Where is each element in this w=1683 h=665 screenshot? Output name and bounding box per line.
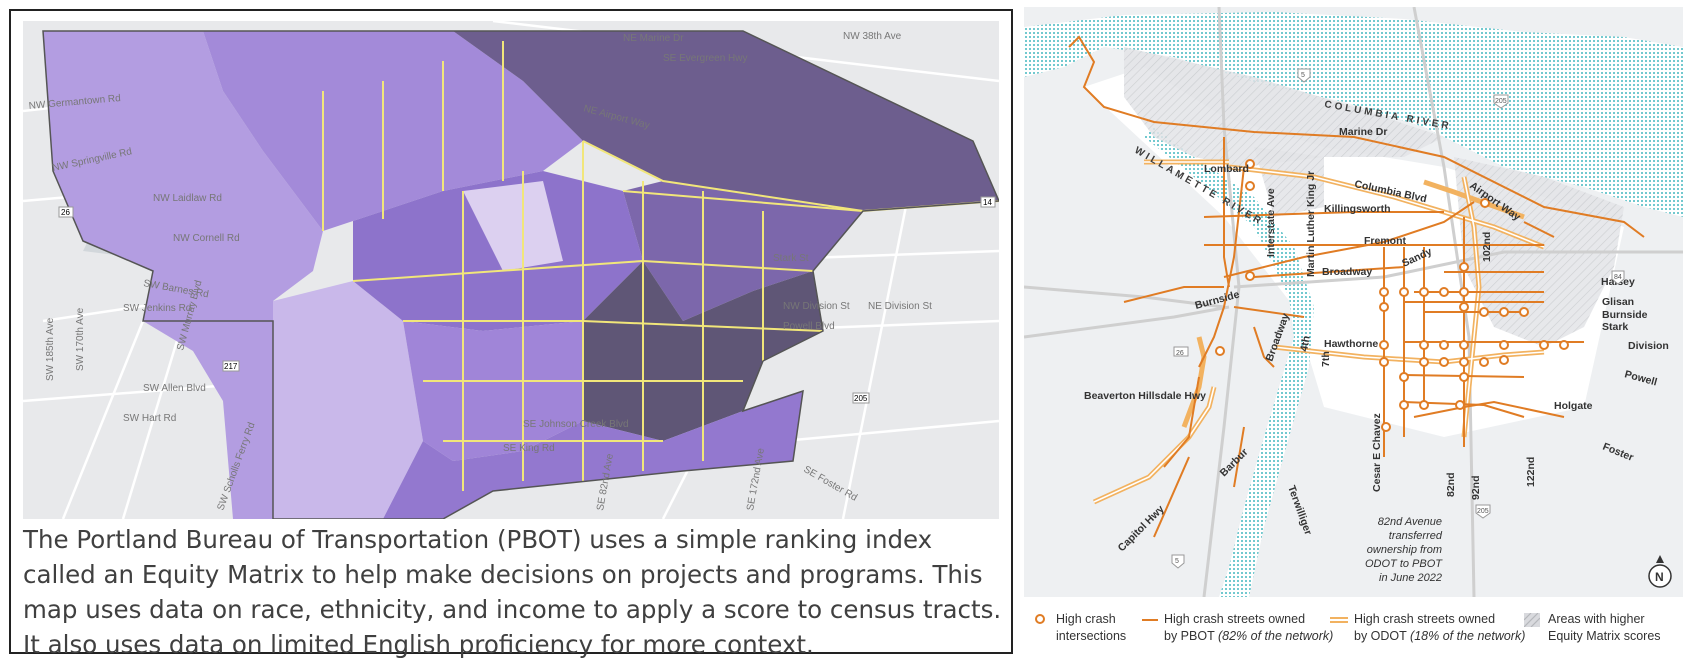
shield-26: 26 [61, 208, 70, 217]
crash-map-svg: COLUMBIA RIVER WILLAMETTE RIVER Marine D… [1024, 7, 1683, 597]
city-boundary [42, 30, 999, 519]
note-line-2: transferred [1389, 530, 1443, 542]
legend-pbot-line2-prefix: by PBOT [1164, 629, 1215, 643]
label-stark: Stark [1602, 321, 1628, 333]
note-line-5: in June 2022 [1379, 572, 1442, 584]
shield-us26: 26 [1176, 350, 1184, 357]
label-marine: NE Marine Dr [623, 33, 684, 44]
label-stark: Stark St [773, 253, 809, 264]
tract-north [203, 31, 583, 231]
label-sw-185th: SW 185th Ave [45, 317, 56, 381]
high-crash-network-panel: COLUMBIA RIVER WILLAMETTE RIVER Marine D… [1024, 7, 1683, 658]
label-7th: 7th [1320, 351, 1332, 367]
label-se-king: SE King Rd [503, 443, 555, 454]
label-sw-allen: SW Allen Blvd [143, 383, 206, 394]
label-fremont: Fremont [1364, 235, 1407, 247]
pbot-line-icon [1142, 619, 1158, 621]
legend-intersections-line1: High crash [1056, 612, 1116, 626]
shield-14: 14 [983, 198, 992, 207]
legend-odot-line2-italic: (18% of the network) [1410, 629, 1526, 643]
label-killingsworth: Killingsworth [1324, 203, 1391, 215]
shield-205: 205 [854, 394, 868, 403]
label-nw-division: NW Division St [783, 301, 850, 312]
map-caption: The Portland Bureau of Transportation (P… [23, 525, 1002, 659]
label-beaverton: Beaverton Hillsdale Hwy [1084, 390, 1206, 402]
shield-i5-south: 5 [1175, 558, 1179, 565]
columbia-river [1024, 7, 1683, 217]
north-shore [1024, 7, 1683, 47]
high-crash-intersections [1215, 159, 1569, 432]
label-burnside-east: Burnside [1602, 309, 1648, 321]
legend-odot-line1: High crash streets owned [1354, 612, 1496, 626]
label-sw-jenkins: SW Jenkins Rd [123, 303, 191, 314]
crash-highway-shields: 5 205 84 26 205 5 [1171, 68, 1625, 569]
label-se-evergreen: SE Evergreen Hwy [663, 53, 747, 64]
legend-equity-line2: Equity Matrix scores [1548, 629, 1661, 643]
label-division: Division [1628, 340, 1669, 352]
shield-i5-north: 5 [1301, 72, 1305, 79]
label-sw-hart: SW Hart Rd [123, 413, 176, 424]
equity-map-svg: NW Germantown Rd NW Springville Rd NW La… [23, 21, 999, 519]
shield-i84: 84 [1614, 274, 1622, 281]
label-interstate: Interstate Ave [1265, 188, 1277, 257]
transfer-note: 82nd Avenue transferred ownership from O… [1365, 516, 1443, 584]
hatch-swatch-icon [1524, 613, 1540, 627]
label-102nd: 102nd [1481, 232, 1493, 262]
label-broadway-ne: Broadway [1322, 266, 1372, 278]
legend-pbot-line2-italic: (82% of the network) [1217, 629, 1334, 643]
label-marine: Marine Dr [1339, 126, 1387, 138]
label-122nd: 122nd [1525, 457, 1537, 487]
legend-odot-line2-prefix: by ODOT [1354, 629, 1407, 643]
tract-west-hills [43, 31, 323, 519]
label-sw-170th: SW 170th Ave [75, 307, 86, 371]
equity-matrix-panel: NW Germantown Rd NW Springville Rd NW La… [9, 9, 1013, 659]
freeways [1024, 7, 1683, 597]
tract-columbia-corridor [453, 31, 999, 211]
high-crash-network-map[interactable]: COLUMBIA RIVER WILLAMETTE RIVER Marine D… [1024, 7, 1683, 597]
label-4th: 4th [1298, 335, 1313, 353]
label-nw-cornell: NW Cornell Rd [173, 233, 240, 244]
shield-i205-north: 205 [1495, 98, 1507, 105]
label-powell: Powell Blvd [783, 321, 835, 332]
label-glisan: Glisan [1602, 296, 1634, 308]
label-cesar-chavez: Cesar E Chavez [1371, 413, 1383, 492]
intersection-circle-icon [1035, 614, 1045, 624]
label-mlk: Martin Luther King Jr [1305, 171, 1317, 277]
label-se-johnson: SE Johnson Creek Blvd [523, 419, 629, 430]
odot-line-icon [1330, 617, 1348, 623]
pbot-streets [1068, 35, 1645, 538]
tract-southeast [403, 321, 583, 461]
legend-intersections-line2: intersections [1056, 629, 1127, 643]
label-lombard: Lombard [1204, 163, 1249, 175]
label-ne-division: NE Division St [868, 301, 932, 312]
label-82nd: 82nd [1445, 472, 1457, 497]
note-line-1: 82nd Avenue [1378, 516, 1442, 528]
label-nw-laidlaw: NW Laidlaw Rd [153, 193, 222, 204]
note-line-4: ODOT to PBOT [1365, 558, 1443, 570]
legend-pbot-line1: High crash streets owned [1164, 612, 1306, 626]
highway-shields: 26 217 205 14 [58, 196, 996, 404]
label-92nd: 92nd [1470, 475, 1482, 500]
map-legend: High crash intersections High crash stre… [1024, 597, 1683, 658]
north-label: N [1655, 570, 1664, 584]
equity-matrix-map[interactable]: NW Germantown Rd NW Springville Rd NW La… [23, 21, 999, 519]
label-holgate: Holgate [1554, 400, 1593, 412]
tract-south-east [383, 391, 803, 519]
shield-217: 217 [224, 362, 238, 371]
shield-i205-south: 205 [1477, 508, 1489, 515]
label-hawthorne: Hawthorne [1324, 338, 1378, 350]
tract-inner [463, 181, 563, 271]
label-nw-38th: NW 38th Ave [843, 31, 902, 42]
north-arrow-icon: N [1648, 555, 1672, 588]
tract-southwest [273, 281, 423, 519]
legend-equity-line1: Areas with higher [1548, 612, 1645, 626]
note-line-3: ownership from [1367, 544, 1442, 556]
tract-east-upper [623, 181, 863, 321]
